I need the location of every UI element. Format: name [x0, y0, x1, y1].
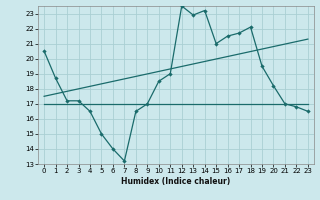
X-axis label: Humidex (Indice chaleur): Humidex (Indice chaleur) — [121, 177, 231, 186]
